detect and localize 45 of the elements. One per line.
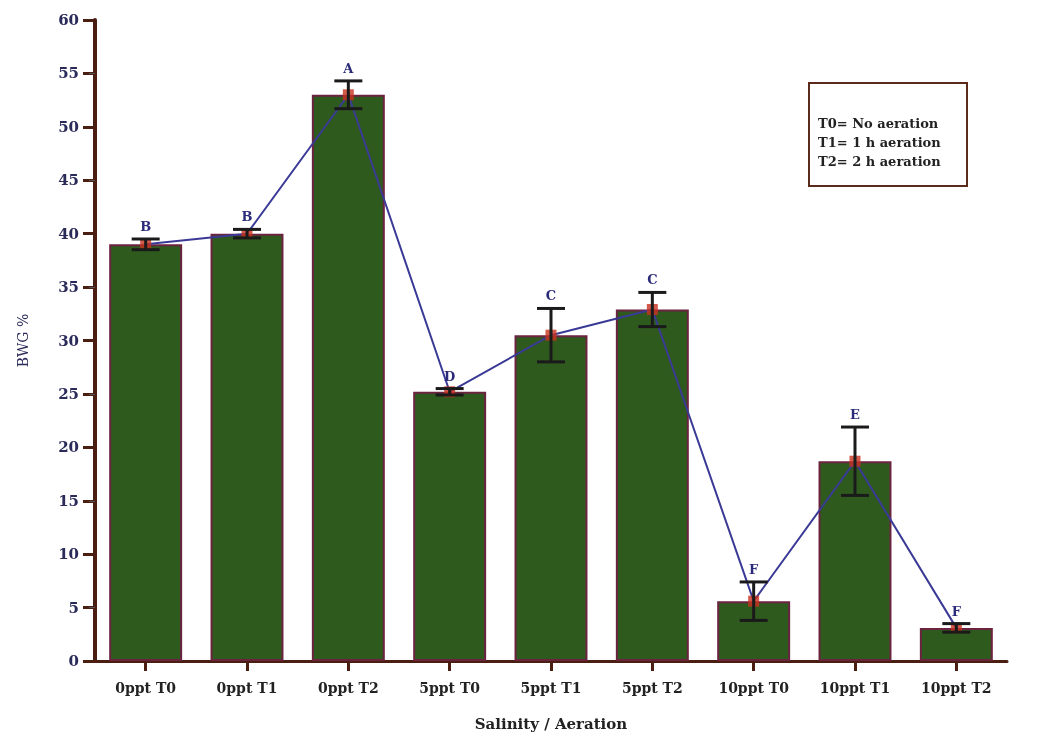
annotation: T1= 1 h aeration <box>818 135 941 150</box>
bar <box>210 233 284 661</box>
x-tick-label: 0ppt T1 <box>216 680 278 696</box>
bar <box>615 309 689 661</box>
annotation: T0= No aeration <box>818 116 939 131</box>
data-label: C <box>545 288 557 304</box>
x-tick-label: 5ppt T1 <box>520 680 582 696</box>
data-label: B <box>140 219 152 235</box>
x-tick-label: 0ppt T2 <box>317 680 379 696</box>
data-label: F <box>749 561 760 577</box>
bar <box>717 601 791 661</box>
bar <box>919 627 993 661</box>
x-axis-title: Salinity / Aeration <box>474 714 628 733</box>
data-label: E <box>850 407 861 423</box>
data-label: D <box>444 368 456 384</box>
y-tick-label: 45 <box>58 171 79 190</box>
y-tick-label: 25 <box>58 384 79 403</box>
bar <box>514 335 588 661</box>
bar <box>109 244 183 661</box>
y-tick-label: 5 <box>68 598 79 617</box>
y-axis-title: BWG % <box>15 313 31 368</box>
y-tick-label: 50 <box>58 117 79 136</box>
data-label: B <box>241 209 253 225</box>
x-tick-label: 10ppt T0 <box>718 680 790 696</box>
bar <box>413 391 487 661</box>
x-tick-label: 10ppt T2 <box>921 680 992 696</box>
y-tick-label: 35 <box>58 278 79 297</box>
annotation: T2= 2 h aeration <box>818 154 941 169</box>
x-tick-label: 5ppt T0 <box>419 680 481 696</box>
bar <box>818 461 892 661</box>
x-tick-label: 0ppt T0 <box>115 680 177 696</box>
data-label: C <box>647 272 658 288</box>
data-label: F <box>951 603 962 619</box>
y-tick-label: 40 <box>58 224 79 243</box>
data-label: A <box>342 60 355 76</box>
y-tick-label: 20 <box>58 438 79 457</box>
x-tick-label: 5ppt T2 <box>621 680 683 696</box>
y-tick-label: 10 <box>58 545 79 564</box>
y-tick-label: 30 <box>58 331 79 350</box>
y-tick-label: 15 <box>58 491 79 510</box>
y-tick-label: 0 <box>68 652 79 670</box>
x-tick-label: 10ppt T1 <box>819 680 891 696</box>
y-tick-label: 60 <box>58 11 79 29</box>
y-tick-label: 55 <box>58 64 79 83</box>
bar <box>311 94 385 661</box>
